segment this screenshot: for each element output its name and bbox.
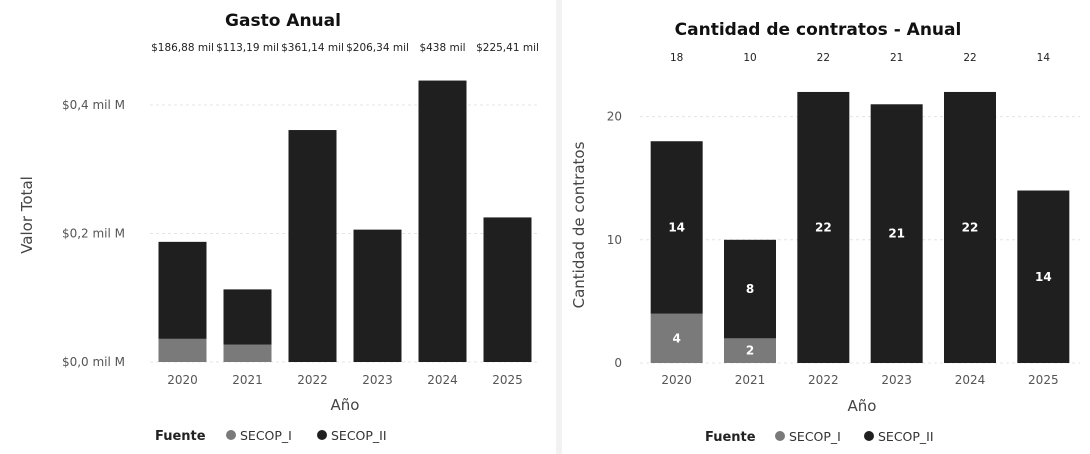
data-label: 14 bbox=[668, 220, 685, 234]
chart-title: Gasto Anual bbox=[225, 11, 341, 31]
bar-secop-ii-2022[interactable] bbox=[797, 91, 850, 364]
y-tick-label: 0 bbox=[614, 356, 622, 370]
data-label: 14 bbox=[1035, 270, 1052, 284]
legend: Fuente SECOP_I SECOP_II bbox=[155, 428, 387, 444]
total-label: $361,14 mil bbox=[281, 42, 344, 54]
total-label: 18 bbox=[670, 52, 683, 64]
bar-secop-ii-2023[interactable] bbox=[353, 229, 402, 362]
data-label: 2 bbox=[746, 344, 754, 358]
gasto-anual-chart: Gasto Anual $0,0 mil M $0,2 mil M $0,4 mil… bbox=[18, 11, 540, 444]
bar-secop-ii-2025[interactable] bbox=[483, 217, 532, 362]
y-axis-title: Cantidad de contratos bbox=[570, 141, 588, 308]
x-tick-label: 2024 bbox=[427, 373, 458, 387]
legend-label-secop-i[interactable]: SECOP_I bbox=[789, 429, 841, 444]
x-axis-title: Año bbox=[331, 396, 360, 414]
bar-secop-ii-2024[interactable] bbox=[944, 91, 996, 364]
bar-secop-ii-2024[interactable] bbox=[418, 80, 467, 362]
x-tick-label: 2025 bbox=[1028, 373, 1059, 387]
bar-secop-i-2021[interactable] bbox=[724, 338, 776, 363]
legend-label-secop-ii[interactable]: SECOP_II bbox=[331, 428, 387, 443]
total-label: 21 bbox=[890, 52, 903, 64]
total-label: $206,34 mil bbox=[346, 42, 409, 54]
legend-swatch-secop-ii bbox=[864, 431, 874, 441]
legend-swatch-secop-i bbox=[226, 430, 236, 440]
bar-secop-ii-2025[interactable] bbox=[1017, 190, 1070, 363]
bar-secop-ii-2020[interactable] bbox=[158, 241, 207, 339]
bar-secop-ii-2021[interactable] bbox=[724, 239, 776, 339]
legend: Fuente SECOP_I SECOP_II bbox=[705, 429, 934, 445]
x-tick-label: 2020 bbox=[661, 373, 692, 387]
total-label: $225,41 mil bbox=[476, 42, 539, 54]
chart-title: Cantidad de contratos - Anual bbox=[675, 20, 962, 40]
legend-title: Fuente bbox=[155, 429, 206, 444]
total-label: 22 bbox=[963, 52, 976, 64]
data-label: 22 bbox=[962, 220, 979, 234]
x-tick-label: 2024 bbox=[955, 373, 986, 387]
x-tick-label: 2025 bbox=[492, 373, 523, 387]
total-label: 10 bbox=[743, 52, 756, 64]
y-tick-label: $0,4 mil M bbox=[62, 98, 125, 112]
data-label: 4 bbox=[672, 331, 680, 345]
y-tick-label: $0,0 mil M bbox=[62, 355, 125, 369]
x-tick-label: 2020 bbox=[167, 373, 198, 387]
gasto-anual-panel: Gasto Anual $0,0 mil M $0,2 mil M $0,4 mil… bbox=[0, 0, 556, 454]
total-label: $186,88 mil bbox=[151, 42, 214, 54]
data-label: 22 bbox=[815, 220, 832, 234]
bar-secop-i-2021[interactable] bbox=[223, 344, 272, 362]
bar-secop-ii-2020[interactable] bbox=[650, 141, 703, 314]
bar-secop-i-2020[interactable] bbox=[158, 338, 207, 362]
data-label: 21 bbox=[888, 227, 905, 241]
bar-secop-ii-2022[interactable] bbox=[288, 130, 337, 362]
legend-swatch-secop-ii bbox=[317, 430, 327, 440]
data-label: 8 bbox=[746, 282, 754, 296]
y-tick-label: 10 bbox=[607, 233, 622, 247]
total-label: $113,19 mil bbox=[216, 42, 279, 54]
total-label: 22 bbox=[817, 52, 830, 64]
total-label: 14 bbox=[1037, 52, 1051, 64]
bar-secop-ii-2021[interactable] bbox=[223, 289, 272, 345]
x-axis-title: Año bbox=[848, 397, 877, 415]
y-axis-title: Valor Total bbox=[18, 176, 36, 254]
bar-secop-i-2020[interactable] bbox=[650, 313, 703, 363]
legend-label-secop-i[interactable]: SECOP_I bbox=[240, 428, 292, 443]
x-tick-label: 2022 bbox=[297, 373, 328, 387]
x-tick-label: 2022 bbox=[808, 373, 839, 387]
legend-title: Fuente bbox=[705, 430, 756, 445]
x-tick-label: 2021 bbox=[232, 373, 263, 387]
cantidad-contratos-chart: Cantidad de contratos - Anual 0 10 20 4 14 2… bbox=[570, 20, 1080, 445]
legend-label-secop-ii[interactable]: SECOP_II bbox=[878, 429, 934, 444]
x-tick-label: 2023 bbox=[362, 373, 393, 387]
total-label: $438 mil bbox=[419, 42, 465, 54]
x-tick-label: 2023 bbox=[881, 373, 912, 387]
x-tick-label: 2021 bbox=[735, 373, 766, 387]
y-tick-label: $0,2 mil M bbox=[62, 226, 125, 240]
bar-secop-ii-2023[interactable] bbox=[870, 104, 923, 363]
y-tick-label: 20 bbox=[607, 110, 622, 124]
cantidad-contratos-panel: Cantidad de contratos - Anual 0 10 20 4 14 2… bbox=[562, 0, 1090, 454]
legend-swatch-secop-i bbox=[775, 431, 785, 441]
